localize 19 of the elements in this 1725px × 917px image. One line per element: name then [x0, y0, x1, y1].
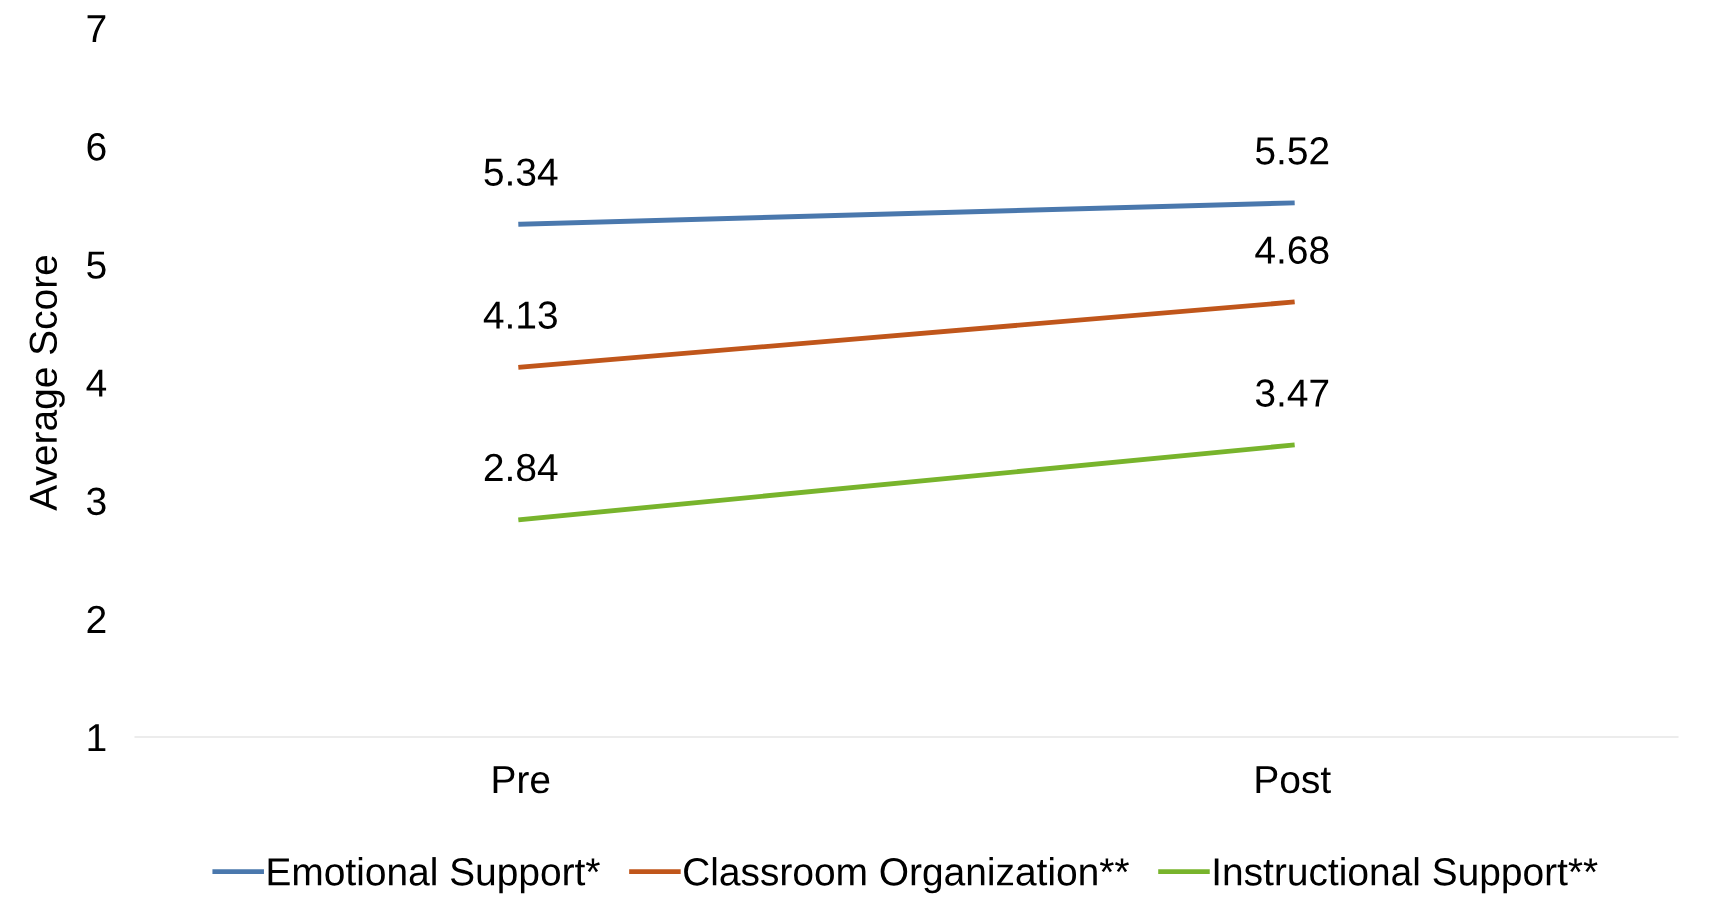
data-label: 5.52 [1255, 137, 1329, 165]
data-label: 5.34 [484, 158, 558, 186]
y-tick-label: 3 [87, 487, 106, 516]
legend-label: Emotional Support* [268, 857, 600, 894]
data-label: 4.13 [483, 301, 557, 329]
y-axis-title: Average Score [29, 255, 65, 511]
x-tick-label: Pre [493, 766, 550, 794]
y-tick-label: 5 [87, 251, 106, 279]
data-label: 3.47 [1255, 379, 1329, 407]
data-label: 2.84 [484, 453, 558, 482]
y-tick-label: 6 [87, 133, 106, 161]
y-tick-label: 4 [86, 369, 107, 397]
legend-label: Classroom Organization** [684, 857, 1129, 894]
data-label: 4.68 [1255, 236, 1329, 264]
y-tick-label: 2 [87, 605, 106, 633]
legend-label: Instructional Support** [1214, 857, 1598, 894]
y-tick-label: 7 [87, 15, 106, 43]
x-tick-label: Post [1256, 766, 1331, 794]
y-tick-label: 1 [88, 724, 106, 752]
